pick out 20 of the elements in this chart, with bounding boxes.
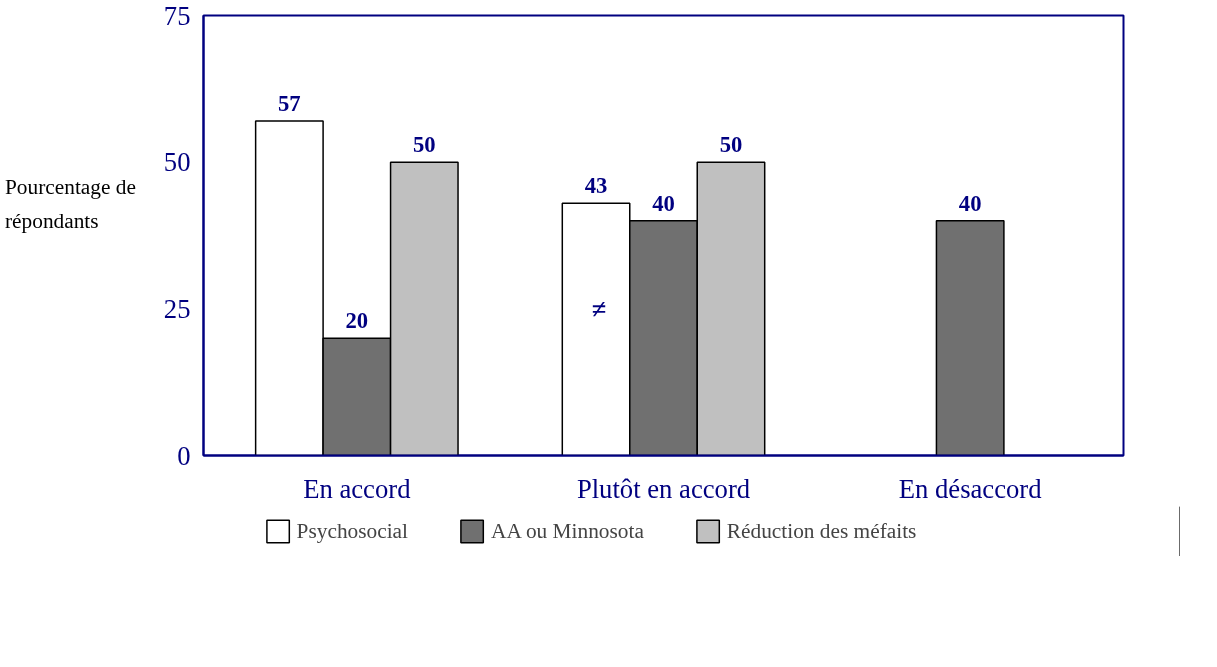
data-label: 50 xyxy=(412,132,436,158)
bar xyxy=(935,220,1005,456)
data-label: 20 xyxy=(345,308,369,334)
y-tick-label: 25 xyxy=(163,293,191,324)
x-tick-label: En accord xyxy=(303,473,411,504)
legend-label: Réduction des méfaits xyxy=(726,518,917,544)
legend-label: AA ou Minnosota xyxy=(490,518,644,544)
data-label: 50 xyxy=(719,132,743,158)
annotation: ≠ xyxy=(591,293,607,324)
data-label: 40 xyxy=(652,190,675,216)
data-label: 43 xyxy=(584,173,608,199)
y-axis-title: Pourcentage de répondants xyxy=(5,174,137,236)
x-tick-label: Plutôt en accord xyxy=(576,473,751,504)
x-tick-label: En désaccord xyxy=(898,473,1042,504)
data-label: 57 xyxy=(278,91,301,117)
y-tick-label: 0 xyxy=(177,440,191,471)
legend-label: Psychosocial xyxy=(296,518,408,544)
y-tick-label: 50 xyxy=(163,147,191,178)
data-label: 40 xyxy=(958,190,982,216)
y-tick-label: 75 xyxy=(163,0,191,31)
